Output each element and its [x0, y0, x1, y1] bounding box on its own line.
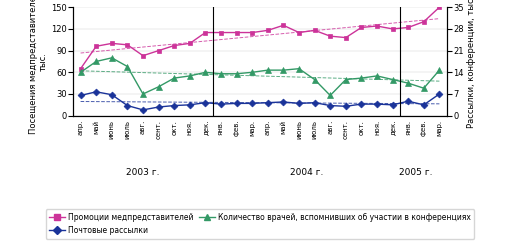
Text: 2003 г.: 2003 г.: [126, 168, 160, 177]
Text: 2005 г.: 2005 г.: [399, 168, 433, 177]
Text: мар.: мар.: [249, 120, 255, 136]
Text: май: май: [93, 120, 99, 134]
Text: фев.: фев.: [421, 120, 427, 136]
Text: июнь: июнь: [109, 120, 115, 139]
Text: апр.: апр.: [265, 120, 271, 135]
Text: дек.: дек.: [202, 120, 209, 135]
Y-axis label: Рассылки, конференции, тыс.: Рассылки, конференции, тыс.: [467, 0, 476, 127]
Text: июль: июль: [311, 120, 318, 139]
Text: окт.: окт.: [171, 120, 177, 135]
Text: янв.: янв.: [405, 120, 411, 135]
Text: июнь: июнь: [296, 120, 302, 139]
Text: ноя.: ноя.: [187, 120, 193, 135]
Text: май: май: [280, 120, 287, 134]
Text: ноя.: ноя.: [374, 120, 380, 135]
Text: дек.: дек.: [389, 120, 396, 135]
Text: окт.: окт.: [358, 120, 365, 135]
Text: сент.: сент.: [155, 120, 162, 139]
Text: апр.: апр.: [77, 120, 84, 135]
Text: июль: июль: [124, 120, 131, 139]
Text: мар.: мар.: [436, 120, 443, 136]
Text: фев.: фев.: [233, 120, 240, 136]
Text: авг.: авг.: [140, 120, 146, 134]
Text: авг.: авг.: [327, 120, 333, 134]
Y-axis label: Посещения медпредставителей,
тыс.: Посещения медпредставителей, тыс.: [29, 0, 48, 134]
Text: янв.: янв.: [218, 120, 224, 135]
Text: сент.: сент.: [343, 120, 349, 139]
Text: 2004 г.: 2004 г.: [290, 168, 323, 177]
Legend: Промоции медпредставителей, Почтовые рассылки, Количество врачей, вспомнивших об: Промоции медпредставителей, Почтовые рас…: [46, 209, 474, 239]
